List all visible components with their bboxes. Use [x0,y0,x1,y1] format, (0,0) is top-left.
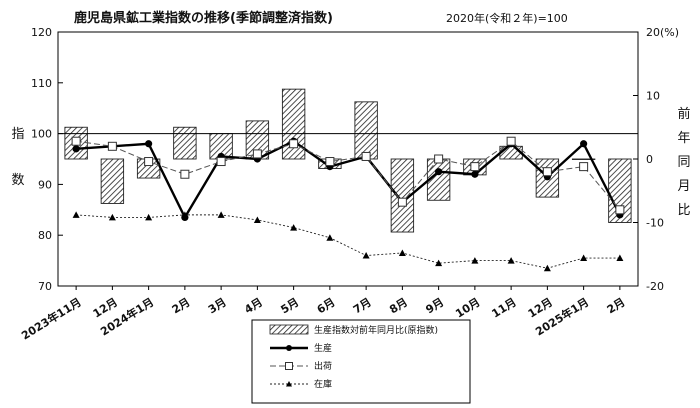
right-tick-label-4: 20(%) [646,26,679,39]
legend-marker-production [286,345,292,351]
point-inventory-5 [253,216,261,223]
x-tick-label-15: 2月 [605,296,628,317]
x-tick-label-10: 9月 [424,296,447,317]
point-shipment-5 [252,149,262,159]
point-inventory-4 [217,211,225,218]
right-tick-label-1: -10 [646,217,664,230]
left-tick-label-0: 70 [38,280,52,293]
point-inventory-2 [145,213,153,221]
point-inventory-9 [398,249,406,256]
legend-swatch-bar [269,324,309,335]
series-line-2 [76,140,621,211]
point-shipment-12 [506,136,516,146]
right-tick-label-2: 0 [646,153,653,166]
x-tick-label-6: 5月 [279,296,302,317]
point-shipment-15 [615,205,625,215]
x-tick-label-4: 3月 [206,296,229,317]
point-production-11 [471,170,479,178]
chart-title: 鹿児島県鉱工業指数の推移(季節調整済指数) [74,10,333,26]
point-shipment-13 [542,167,552,177]
point-inventory-1 [108,213,116,221]
point-shipment-4 [216,157,226,167]
point-shipment-11 [470,162,480,172]
point-production-10 [435,168,443,176]
point-inventory-0 [72,211,80,218]
left-axis-char-0: 指 [11,127,24,142]
point-shipment-10 [434,154,444,164]
point-shipment-9 [397,197,407,207]
right-axis-char-1: 年 [677,131,690,146]
x-tick-label-7: 6月 [315,296,338,317]
point-shipment-7 [325,157,335,167]
legend-label-3: 在庫 [314,378,332,390]
point-production-2 [145,140,153,148]
left-axis-label: 指数 [11,127,24,188]
x-tick-label-5: 4月 [242,296,265,317]
left-tick-label-4: 110 [31,77,52,90]
bar-14 [571,158,596,160]
x-tick-label-0: 2023年11月 [19,295,84,343]
x-tick-label-12: 11月 [490,296,519,321]
point-inventory-3 [181,211,189,218]
legend-label-1: 生産 [314,342,332,354]
right-axis-char-0: 前 [677,106,690,122]
bar-9 [390,158,415,233]
bar-6 [281,88,306,160]
right-axis-char-4: 比 [677,203,690,218]
x-tick-label-8: 7月 [351,296,374,317]
x-tick-label-11: 10月 [453,296,482,321]
series-line-1 [76,139,621,220]
point-shipment-6 [289,139,299,149]
legend-marker-shipment [285,362,293,370]
right-axis-char-3: 月 [677,179,690,194]
left-tick-label-2: 90 [38,178,52,191]
x-tick-label-9: 8月 [387,296,410,317]
point-inventory-6 [290,224,298,231]
point-production-0 [72,145,80,153]
point-inventory-12 [507,257,515,264]
legend-marker-inventory [286,381,292,387]
point-production-14 [580,140,588,148]
point-inventory-13 [543,264,551,272]
point-inventory-8 [362,252,370,259]
right-axis-label: 前年同月比 [677,106,690,218]
left-tick-label-5: 120 [31,26,52,39]
point-inventory-15 [616,254,624,262]
legend-label-0: 生産指数対前年同月比(原指数) [314,324,438,336]
point-inventory-7 [326,234,334,241]
right-tick-label-3: 10 [646,90,660,103]
left-tick-label-3: 100 [31,128,52,141]
point-shipment-1 [107,141,117,151]
bar-12 [499,145,523,160]
point-inventory-10 [435,259,443,267]
chart-subtitle: 2020年(令和２年)=100 [446,11,568,25]
point-shipment-14 [579,162,589,172]
bar-3 [173,126,197,160]
line-series [71,136,625,272]
point-shipment-0 [71,136,81,146]
left-tick-label-1: 80 [38,229,52,242]
legend-label-2: 出荷 [314,360,332,372]
point-inventory-11 [471,257,479,264]
point-shipment-8 [361,151,371,161]
bar-1 [100,158,125,204]
right-tick-label-0: -20 [646,280,664,293]
x-tick-label-3: 2月 [170,296,193,317]
point-shipment-2 [144,157,154,167]
point-shipment-3 [180,169,190,179]
point-inventory-14 [580,254,588,262]
series-line-3 [76,214,620,269]
right-axis-char-2: 同 [677,155,690,170]
bar-8 [354,101,378,160]
left-axis-char-1: 数 [11,173,24,188]
